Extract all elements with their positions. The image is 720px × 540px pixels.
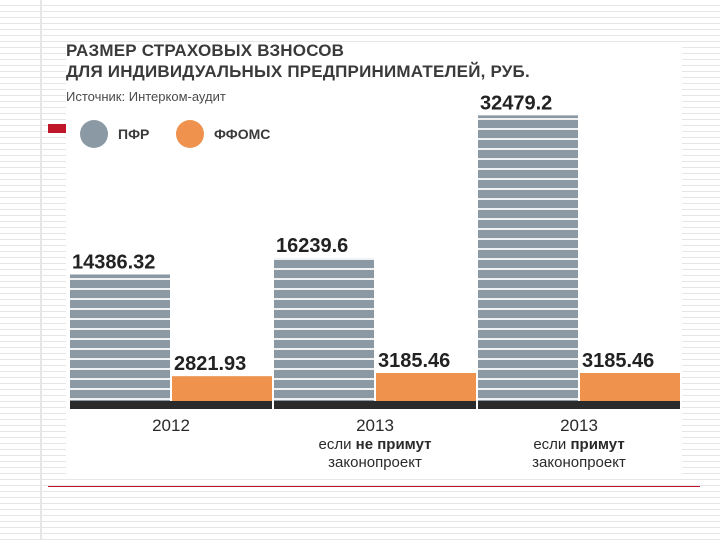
category-label-1: 2013 [356,416,394,435]
value-label-pfr-0: 14386.32 [72,251,155,273]
chart-title-line-1: РАЗМЕР СТРАХОВЫХ ВЗНОСОВ [66,41,345,60]
chart-title-line-2: ДЛЯ ИНДИВИДУАЛЬНЫХ ПРЕДПРИНИМАТЕЛЕЙ, РУБ… [66,62,530,81]
bar-ffoms-1 [376,372,476,401]
category-note-2: законопроект [532,454,626,471]
legend-swatch-pfr [80,120,108,148]
baseline-0 [70,401,272,409]
red-accent-mark [48,124,66,133]
category-label-2: 2013 [560,416,598,435]
legend-label-ffoms: ФФОМС [214,126,271,142]
legend-label-pfr: ПФР [118,126,150,142]
category-note-1: законопроект [328,454,422,471]
category-label-0: 2012 [152,416,190,435]
red-bottom-rule [48,486,700,487]
bar-pfr-0 [70,274,170,401]
value-label-ffoms-2: 3185.46 [582,350,654,372]
bar-pfr-1 [274,258,374,401]
category-sublabel-1: если не примут [319,436,432,453]
value-label-pfr-2: 32479.2 [480,92,552,114]
baseline-2 [478,401,680,409]
baseline-1 [274,401,476,409]
bar-ffoms-2 [580,372,680,401]
bar-pfr-2 [478,115,578,402]
legend-swatch-ffoms [176,120,204,148]
chart-source: Источник: Интерком-аудит [66,89,226,104]
value-label-ffoms-0: 2821.93 [174,353,246,375]
category-sublabel-2: если примут [533,436,624,453]
value-label-pfr-1: 16239.6 [276,235,348,257]
bar-ffoms-0 [172,376,272,401]
legend-item-pfr: ПФР [80,118,149,150]
value-label-ffoms-1: 3185.46 [378,350,450,372]
left-rule [40,0,42,540]
legend-item-ffoms: ФФОМС [176,118,270,150]
chart-title: РАЗМЕР СТРАХОВЫХ ВЗНОСОВ ДЛЯ ИНДИВИДУАЛЬ… [66,40,530,82]
